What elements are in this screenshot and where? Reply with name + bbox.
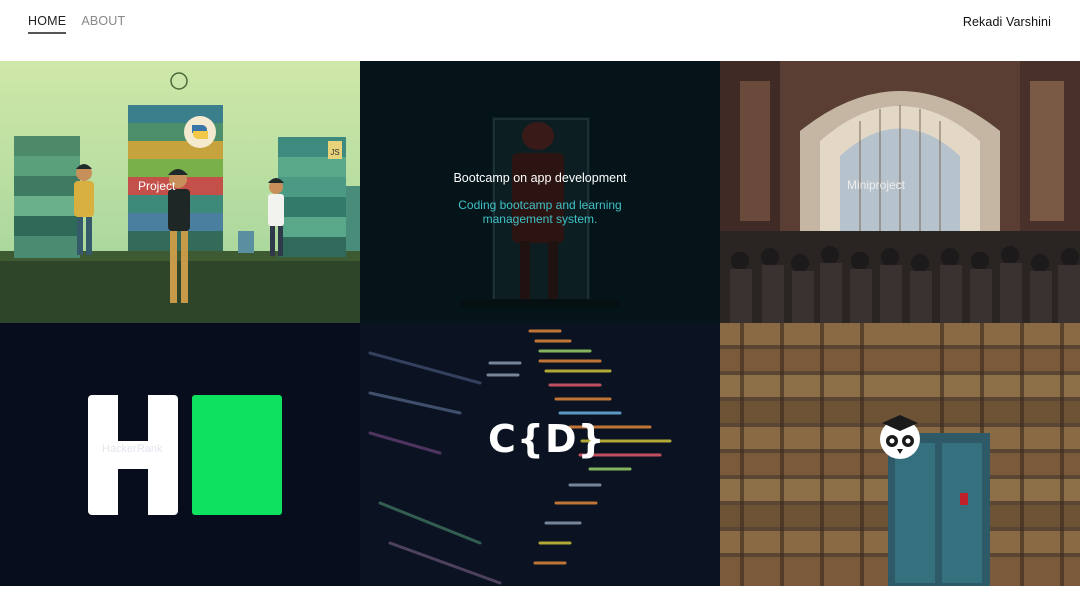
portfolio-grid: JS Project	[0, 61, 1080, 586]
nav-home-link[interactable]: HOME	[28, 14, 67, 34]
project-tile[interactable]: JS Project	[0, 61, 360, 323]
svg-text:JS: JS	[330, 148, 339, 157]
owl-icon	[880, 415, 920, 459]
code-screen-background	[360, 323, 720, 586]
project-tile-label: Project	[138, 179, 176, 193]
code-tile[interactable]: C{D}	[360, 323, 720, 586]
miniproject-tile[interactable]: Miniproject	[720, 61, 1080, 323]
site-brand[interactable]: Rekadi Varshini	[962, 15, 1051, 29]
bootcamp-description: Coding bootcamp and learning management …	[458, 198, 622, 226]
bootcamp-background	[360, 61, 720, 323]
nav-about-link[interactable]: ABOUT	[81, 14, 126, 28]
hackerrank-tile[interactable]: HackerRank	[0, 323, 360, 586]
code-logo: C{D}	[488, 417, 606, 461]
bootcamp-title: Bootcamp on app development	[453, 171, 627, 185]
main-nav: HOME ABOUT	[28, 14, 125, 34]
exhibition-hall-photo	[720, 61, 1080, 323]
library-tile[interactable]	[720, 323, 1080, 586]
bookshelves-photo	[720, 323, 1080, 586]
project-illustration: JS	[0, 61, 360, 323]
miniproject-tile-label: Miniproject	[847, 178, 906, 192]
site-header: HOME ABOUT Rekadi Varshini	[0, 0, 1080, 61]
hackerrank-logo	[0, 323, 360, 586]
hackerrank-tile-label: HackerRank	[102, 443, 163, 455]
bootcamp-tile[interactable]: Bootcamp on app development Coding bootc…	[360, 61, 720, 323]
